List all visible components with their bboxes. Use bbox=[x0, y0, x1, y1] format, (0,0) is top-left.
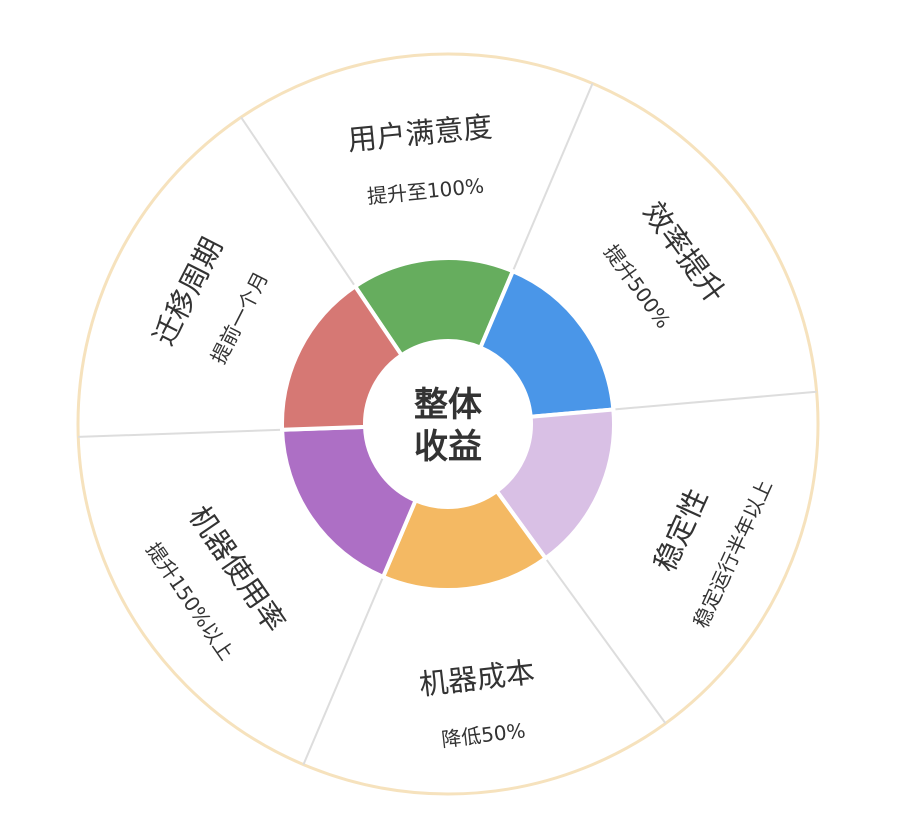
segment-divider bbox=[613, 390, 817, 411]
segment-divider bbox=[544, 557, 667, 724]
segment-divider bbox=[78, 428, 283, 438]
center-label-line2: 收益 bbox=[414, 427, 482, 467]
segment-divider bbox=[302, 576, 385, 765]
segment-divider bbox=[240, 116, 357, 287]
center-label-line1: 整体 bbox=[414, 385, 482, 425]
center-hole bbox=[365, 341, 531, 507]
segment-divider bbox=[511, 83, 594, 272]
